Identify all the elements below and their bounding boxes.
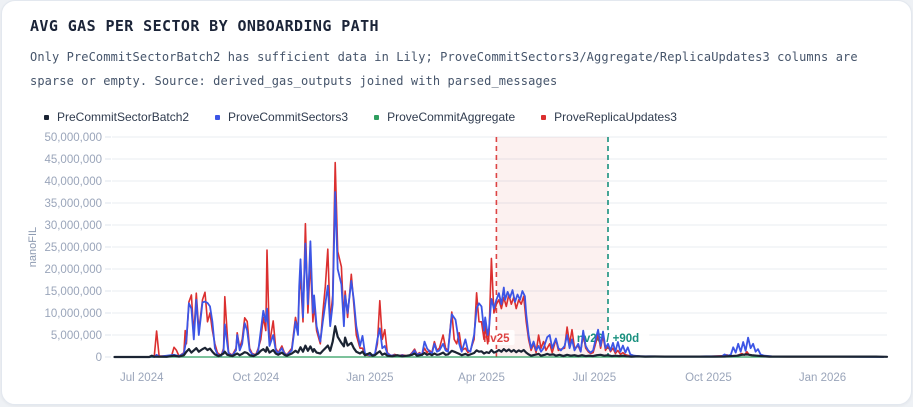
svg-text:Oct 2025: Oct 2025 <box>685 372 732 384</box>
legend-label: ProveCommitSectors3 <box>228 110 349 124</box>
svg-text:Jul 2024: Jul 2024 <box>120 372 164 384</box>
svg-text:Jan 2026: Jan 2026 <box>799 372 846 384</box>
svg-text:Oct 2024: Oct 2024 <box>233 372 280 384</box>
svg-text:nv25: nv25 <box>483 333 510 345</box>
svg-text:50,000,000: 50,000,000 <box>44 132 102 144</box>
legend-item-precommitsectorbatch2[interactable]: PreCommitSectorBatch2 <box>44 110 189 124</box>
svg-text:0: 0 <box>96 352 102 364</box>
legend-marker-icon <box>541 114 547 120</box>
legend-label: ProveCommitAggregate <box>387 110 516 124</box>
svg-text:5,000,000: 5,000,000 <box>51 330 102 342</box>
svg-text:nanoFIL: nanoFIL <box>27 227 39 267</box>
svg-text:Apr 2025: Apr 2025 <box>458 372 505 384</box>
svg-text:nv26 / +90d: nv26 / +90d <box>577 333 639 345</box>
svg-text:Jan 2025: Jan 2025 <box>346 372 393 384</box>
svg-text:25,000,000: 25,000,000 <box>44 242 102 254</box>
legend-item-provecommitaggregate[interactable]: ProveCommitAggregate <box>374 110 515 124</box>
svg-text:Jul 2025: Jul 2025 <box>573 372 616 384</box>
chart-subtitle-line-1: Only PreCommitSectorBatch2 has sufficien… <box>30 50 858 64</box>
svg-text:30,000,000: 30,000,000 <box>44 220 102 232</box>
chart-subtitle-line-2: sparse or empty. Source: derived_gas_out… <box>30 74 558 88</box>
chart-legend: PreCommitSectorBatch2 ProveCommitSectors… <box>44 110 677 124</box>
legend-item-provecommitsectors3[interactable]: ProveCommitSectors3 <box>215 110 348 124</box>
legend-label: ProveReplicaUpdates3 <box>554 110 677 124</box>
svg-text:40,000,000: 40,000,000 <box>44 176 102 188</box>
page-title: AVG GAS PER SECTOR BY ONBOARDING PATH <box>30 17 379 35</box>
svg-text:20,000,000: 20,000,000 <box>44 264 102 276</box>
svg-text:45,000,000: 45,000,000 <box>44 154 102 166</box>
legend-marker-icon <box>44 114 49 120</box>
svg-text:35,000,000: 35,000,000 <box>44 198 102 210</box>
legend-item-provereplicaupdates3[interactable]: ProveReplicaUpdates3 <box>541 110 677 124</box>
legend-marker-icon <box>374 114 380 120</box>
legend-label: PreCommitSectorBatch2 <box>57 110 190 124</box>
series-precommitsectorbatch2 <box>113 325 889 359</box>
svg-text:15,000,000: 15,000,000 <box>44 286 102 298</box>
legend-marker-icon <box>215 114 221 120</box>
chart-subtitle: Only PreCommitSectorBatch2 has sufficien… <box>30 45 858 93</box>
svg-text:10,000,000: 10,000,000 <box>44 308 102 320</box>
